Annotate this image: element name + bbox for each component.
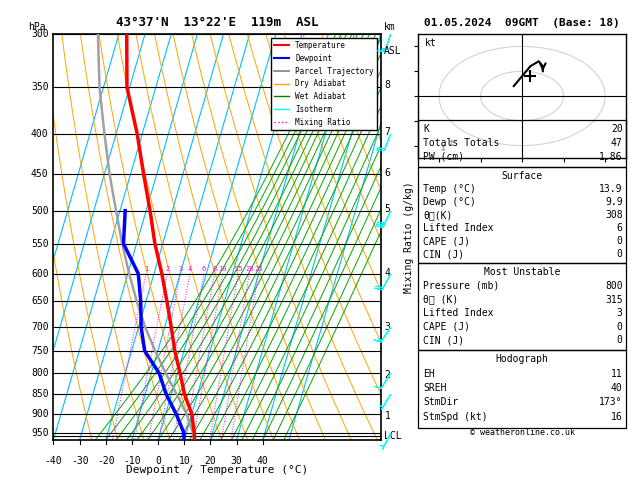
Text: 1.86: 1.86 [599, 152, 623, 162]
Text: 4: 4 [384, 268, 391, 278]
Text: CAPE (J): CAPE (J) [423, 236, 470, 246]
Text: 0: 0 [617, 335, 623, 345]
Text: 750: 750 [31, 346, 48, 356]
Text: -10: -10 [123, 456, 141, 466]
Text: 308: 308 [605, 210, 623, 220]
Text: Hodograph: Hodograph [496, 354, 548, 364]
Text: 500: 500 [31, 206, 48, 216]
Text: 30: 30 [231, 456, 243, 466]
Text: 600: 600 [31, 269, 48, 278]
Text: -40: -40 [45, 456, 62, 466]
Text: CIN (J): CIN (J) [423, 335, 464, 345]
Text: CIN (J): CIN (J) [423, 249, 464, 259]
Text: 4: 4 [188, 266, 192, 272]
Text: km: km [384, 21, 396, 32]
Text: 350: 350 [31, 82, 48, 92]
Text: θᴇ(K): θᴇ(K) [423, 210, 453, 220]
Text: Dewp (°C): Dewp (°C) [423, 197, 476, 207]
Text: 01.05.2024  09GMT  (Base: 18): 01.05.2024 09GMT (Base: 18) [424, 18, 620, 28]
Text: 2: 2 [384, 370, 391, 381]
Text: EH: EH [423, 369, 435, 379]
Text: 2: 2 [165, 266, 169, 272]
Text: 1: 1 [384, 411, 391, 421]
Text: 0: 0 [617, 322, 623, 331]
Text: 6: 6 [617, 223, 623, 233]
Text: 7: 7 [384, 127, 391, 137]
Text: 20: 20 [245, 266, 253, 272]
Text: SREH: SREH [423, 383, 447, 393]
Text: 6: 6 [202, 266, 206, 272]
Text: -30: -30 [71, 456, 89, 466]
Text: PW (cm): PW (cm) [423, 152, 464, 162]
Text: 3: 3 [617, 308, 623, 318]
Text: 20: 20 [611, 124, 623, 134]
Text: ↕: ↕ [447, 139, 454, 148]
Text: 10: 10 [179, 456, 190, 466]
Text: CAPE (J): CAPE (J) [423, 322, 470, 331]
Text: 400: 400 [31, 128, 48, 139]
Text: K: K [423, 124, 429, 134]
Text: -20: -20 [97, 456, 114, 466]
Text: StmSpd (kt): StmSpd (kt) [423, 412, 488, 422]
Text: 1: 1 [144, 266, 148, 272]
Text: 6: 6 [384, 168, 391, 178]
Text: 550: 550 [31, 239, 48, 249]
Text: 300: 300 [31, 29, 48, 39]
Text: 173°: 173° [599, 398, 623, 407]
Text: kt: kt [425, 38, 437, 48]
Text: 450: 450 [31, 169, 48, 179]
Text: Pressure (mb): Pressure (mb) [423, 281, 499, 291]
Text: 3: 3 [384, 322, 391, 332]
Text: © weatheronline.co.uk: © weatheronline.co.uk [470, 428, 574, 437]
Text: Lifted Index: Lifted Index [423, 308, 494, 318]
Text: 800: 800 [605, 281, 623, 291]
Text: 8: 8 [384, 80, 391, 90]
Text: 0: 0 [155, 456, 161, 466]
Text: 0: 0 [617, 236, 623, 246]
Text: 0: 0 [617, 249, 623, 259]
Text: 43°37'N  13°22'E  119m  ASL: 43°37'N 13°22'E 119m ASL [116, 16, 318, 29]
Text: 900: 900 [31, 409, 48, 419]
Text: 800: 800 [31, 368, 48, 378]
Text: 700: 700 [31, 322, 48, 332]
Text: Temp (°C): Temp (°C) [423, 184, 476, 194]
Text: 16: 16 [611, 412, 623, 422]
Text: LCL: LCL [384, 431, 402, 440]
Text: 20: 20 [204, 456, 216, 466]
Text: 650: 650 [31, 296, 48, 306]
X-axis label: Dewpoint / Temperature (°C): Dewpoint / Temperature (°C) [126, 465, 308, 475]
Text: 25: 25 [254, 266, 262, 272]
Text: 15: 15 [234, 266, 242, 272]
Text: 850: 850 [31, 389, 48, 399]
Text: ↕: ↕ [439, 143, 446, 153]
Text: Lifted Index: Lifted Index [423, 223, 494, 233]
Text: 40: 40 [611, 383, 623, 393]
Text: Most Unstable: Most Unstable [484, 267, 560, 278]
Text: ASL: ASL [384, 46, 401, 56]
Text: 315: 315 [605, 295, 623, 305]
Legend: Temperature, Dewpoint, Parcel Trajectory, Dry Adiabat, Wet Adiabat, Isotherm, Mi: Temperature, Dewpoint, Parcel Trajectory… [270, 38, 377, 130]
Text: Mixing Ratio (g/kg): Mixing Ratio (g/kg) [404, 181, 414, 293]
Text: 3: 3 [178, 266, 182, 272]
Text: StmDir: StmDir [423, 398, 459, 407]
Text: 11: 11 [611, 369, 623, 379]
Text: 47: 47 [611, 138, 623, 148]
Text: 13.9: 13.9 [599, 184, 623, 194]
Text: Totals Totals: Totals Totals [423, 138, 499, 148]
Text: hPa: hPa [28, 21, 46, 32]
Text: 9.9: 9.9 [605, 197, 623, 207]
Text: 8: 8 [212, 266, 216, 272]
Text: 10: 10 [218, 266, 227, 272]
Text: 950: 950 [31, 428, 48, 437]
Text: 5: 5 [384, 204, 391, 214]
Text: 40: 40 [257, 456, 269, 466]
Text: Surface: Surface [501, 171, 543, 181]
Text: θᴇ (K): θᴇ (K) [423, 295, 459, 305]
